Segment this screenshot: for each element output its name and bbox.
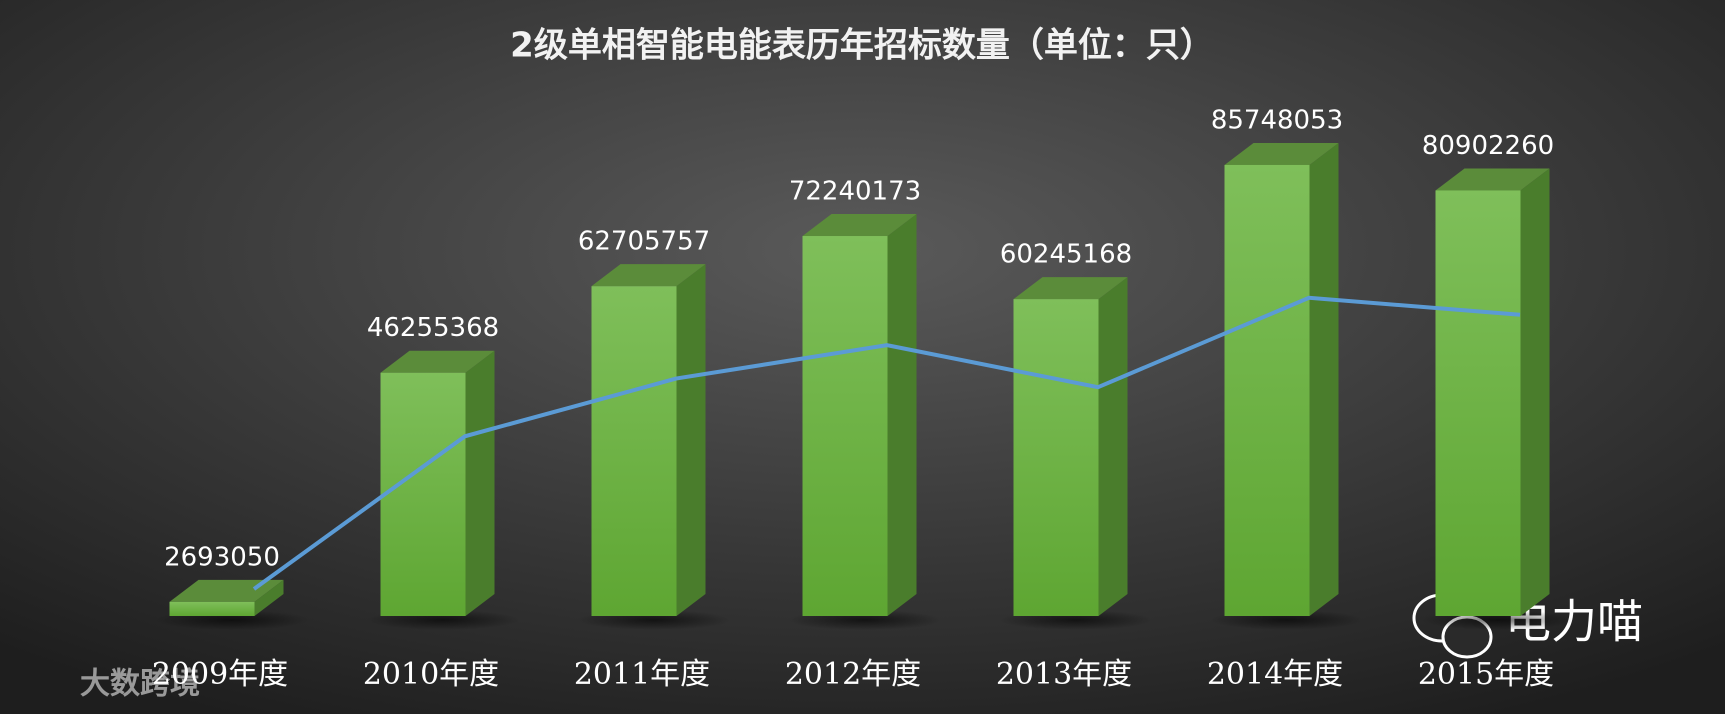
bar (591, 286, 677, 616)
bar (1435, 190, 1521, 617)
x-tick-label: 2010年度 (363, 657, 499, 692)
value-label: 80902260 (1422, 131, 1554, 161)
x-tick-label: 2012年度 (785, 657, 921, 692)
value-label: 2693050 (164, 542, 280, 572)
x-tick-label: 2013年度 (996, 657, 1132, 692)
bar-side (1309, 142, 1339, 616)
bar-side (676, 264, 706, 616)
x-tick-label: 2009年度 (152, 657, 288, 692)
bar-top (1224, 142, 1339, 165)
bar (802, 236, 888, 616)
chart-title: 2级单相智能电能表历年招标数量（单位：只） (510, 26, 1214, 66)
value-label: 46255368 (367, 313, 499, 343)
bar (380, 372, 466, 616)
value-label: 62705757 (578, 227, 710, 257)
bar-side (1520, 168, 1550, 617)
bar-top (802, 214, 917, 237)
bar-top (169, 579, 284, 602)
bar (169, 601, 255, 616)
x-tick-label: 2015年度 (1418, 657, 1554, 692)
plot: 2009年度 2693050 2010年度 46255368 2011年度 6270575… (152, 105, 1575, 692)
bar-top (380, 350, 495, 373)
bar-top (591, 264, 706, 287)
watermark: 大数跨境 (80, 667, 200, 702)
bar (1224, 164, 1310, 616)
line (252, 295, 1521, 591)
bar-top (1013, 277, 1128, 300)
value-label: 72240173 (789, 177, 921, 207)
x-tick-label: 2011年度 (574, 657, 710, 692)
bar-side (887, 214, 917, 616)
bar-top (1435, 168, 1550, 191)
bar (1013, 299, 1099, 616)
bar-side (254, 579, 284, 616)
bar-side (1098, 277, 1128, 616)
x-tick-label: 2014年度 (1207, 657, 1343, 692)
value-label: 85748053 (1211, 105, 1343, 135)
value-label: 60245168 (1000, 240, 1132, 270)
bar-side (465, 350, 495, 616)
